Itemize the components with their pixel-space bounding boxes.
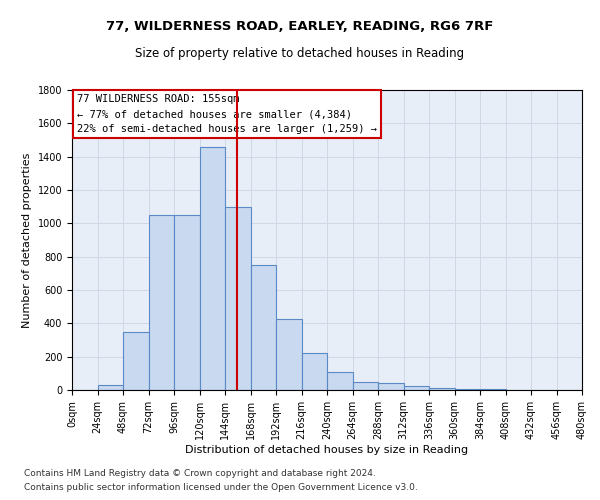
Y-axis label: Number of detached properties: Number of detached properties (22, 152, 32, 328)
Bar (353, 382, 378, 390)
Text: Contains public sector information licensed under the Open Government Licence v3: Contains public sector information licen… (24, 484, 418, 492)
Bar (327, 372, 353, 390)
Bar (276, 319, 302, 390)
Bar (123, 332, 149, 390)
Text: 77 WILDERNESS ROAD: 155sqm
← 77% of detached houses are smaller (4,384)
22% of s: 77 WILDERNESS ROAD: 155sqm ← 77% of deta… (77, 94, 377, 134)
Bar (149, 215, 174, 390)
Bar (251, 265, 276, 390)
Bar (404, 386, 429, 390)
Bar (225, 206, 251, 390)
Bar (174, 215, 199, 390)
Bar (97, 385, 123, 390)
Text: Contains HM Land Registry data © Crown copyright and database right 2024.: Contains HM Land Registry data © Crown c… (24, 468, 376, 477)
Bar (199, 146, 225, 390)
X-axis label: Distribution of detached houses by size in Reading: Distribution of detached houses by size … (185, 444, 469, 454)
Bar (302, 352, 327, 390)
Bar (455, 389, 480, 390)
Bar (429, 388, 455, 390)
Text: 77, WILDERNESS ROAD, EARLEY, READING, RG6 7RF: 77, WILDERNESS ROAD, EARLEY, READING, RG… (106, 20, 494, 33)
Text: Size of property relative to detached houses in Reading: Size of property relative to detached ho… (136, 48, 464, 60)
Bar (480, 389, 505, 390)
Bar (378, 384, 404, 390)
